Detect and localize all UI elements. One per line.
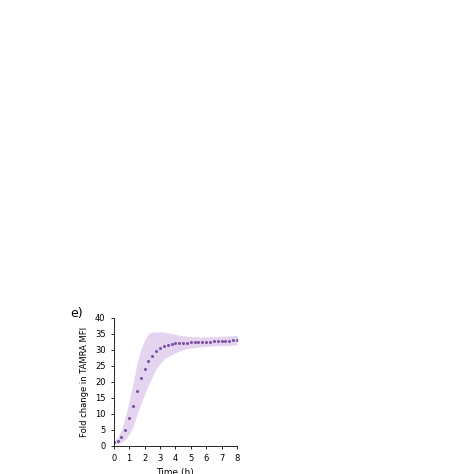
Y-axis label: Fold change in TAMRA MFI: Fold change in TAMRA MFI xyxy=(80,327,89,437)
Text: e): e) xyxy=(71,307,83,320)
X-axis label: Time (h): Time (h) xyxy=(156,468,194,474)
